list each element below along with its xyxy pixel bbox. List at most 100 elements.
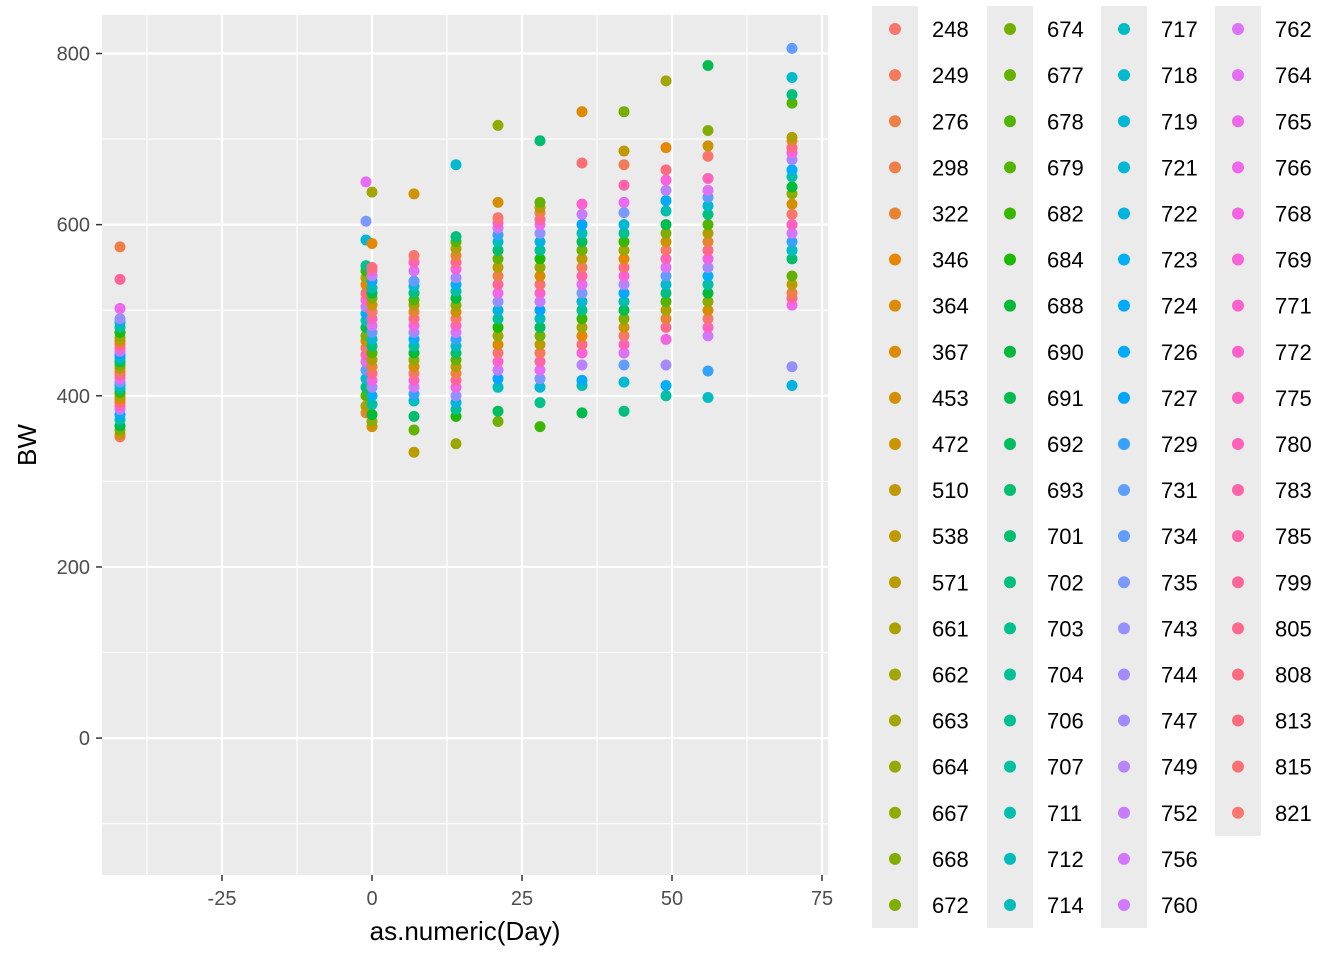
data-point (702, 236, 714, 248)
legend-key (889, 345, 901, 358)
data-point (576, 287, 588, 299)
data-point (576, 270, 588, 282)
data-point (534, 381, 546, 393)
data-point (660, 244, 672, 256)
y-axis-title: BW (12, 424, 42, 466)
legend-key (1118, 115, 1130, 128)
x-tick-label: -25 (208, 888, 237, 910)
data-point (534, 287, 546, 299)
data-point (618, 227, 630, 239)
legend-key (889, 760, 901, 773)
legend-key (1004, 714, 1016, 727)
data-point (576, 227, 588, 239)
legend-key (1232, 207, 1244, 220)
data-point (702, 244, 714, 256)
legend-key (1118, 161, 1130, 174)
data-point (576, 261, 588, 273)
data-point (618, 313, 630, 325)
data-point (408, 188, 420, 200)
legend-label: 472 (932, 432, 969, 457)
data-point (660, 205, 672, 217)
data-point (450, 272, 462, 284)
data-point (786, 380, 798, 392)
data-point (702, 261, 714, 273)
legend-key (1118, 23, 1130, 36)
legend-label: 721 (1161, 155, 1198, 180)
legend-key (1004, 760, 1016, 773)
legend-key (1118, 714, 1130, 727)
legend-label: 764 (1275, 63, 1312, 88)
data-point (702, 219, 714, 231)
legend-key (889, 622, 901, 635)
y-tick-label: 600 (57, 215, 90, 237)
data-point (660, 142, 672, 154)
legend-label: 785 (1275, 524, 1312, 549)
data-point (786, 227, 798, 239)
legend-key (1232, 115, 1244, 128)
data-point (366, 237, 378, 249)
y-axis: 0 200 400 600 800 (57, 44, 102, 750)
y-tick-label: 800 (57, 44, 90, 66)
legend-label: 747 (1161, 709, 1198, 734)
data-point (660, 227, 672, 239)
data-point (360, 176, 372, 188)
data-point (492, 196, 504, 208)
data-point (786, 287, 798, 299)
data-point (534, 338, 546, 350)
legend-key (1004, 484, 1016, 497)
data-point (660, 236, 672, 248)
legend-key (1232, 668, 1244, 681)
plot-panel (102, 15, 828, 875)
data-point (408, 410, 420, 422)
data-point (702, 330, 714, 342)
data-point (786, 198, 798, 210)
data-point (618, 236, 630, 248)
legend-key (889, 576, 901, 589)
legend-key (1118, 576, 1130, 589)
legend-key (1118, 207, 1130, 220)
data-point (492, 381, 504, 393)
data-point (618, 359, 630, 371)
data-point (534, 347, 546, 359)
legend-label: 765 (1275, 109, 1312, 134)
legend-key-column (987, 6, 1033, 928)
legend-label: 453 (932, 386, 969, 411)
data-point (576, 321, 588, 333)
data-point (702, 270, 714, 282)
legend-key (1004, 161, 1016, 174)
legend-label: 674 (1047, 17, 1084, 42)
data-point (534, 304, 546, 316)
data-point (492, 330, 504, 342)
legend-label: 276 (932, 109, 969, 134)
legend-label: 692 (1047, 432, 1084, 457)
data-point (534, 135, 546, 147)
legend-key (1232, 161, 1244, 174)
data-point (618, 219, 630, 231)
legend-key (889, 852, 901, 865)
data-point (408, 249, 420, 261)
data-point (786, 361, 798, 373)
legend-key (1004, 530, 1016, 543)
data-point (576, 198, 588, 210)
legend-key (1118, 253, 1130, 266)
data-point (576, 330, 588, 342)
data-point (702, 365, 714, 377)
data-point (534, 397, 546, 409)
legend-key (1232, 806, 1244, 819)
data-point (618, 179, 630, 191)
legend-label: 734 (1161, 524, 1198, 549)
legend-key (1004, 23, 1016, 36)
legend-label: 706 (1047, 709, 1084, 734)
legend-label: 672 (932, 893, 969, 918)
data-point (660, 219, 672, 231)
data-point (618, 196, 630, 208)
data-point (702, 150, 714, 162)
legend-label: 771 (1275, 294, 1312, 319)
legend-key (889, 714, 901, 727)
legend-key (1118, 69, 1130, 82)
data-point (576, 304, 588, 316)
data-point (534, 279, 546, 291)
data-point (702, 392, 714, 404)
x-tick-label: 25 (511, 888, 533, 910)
